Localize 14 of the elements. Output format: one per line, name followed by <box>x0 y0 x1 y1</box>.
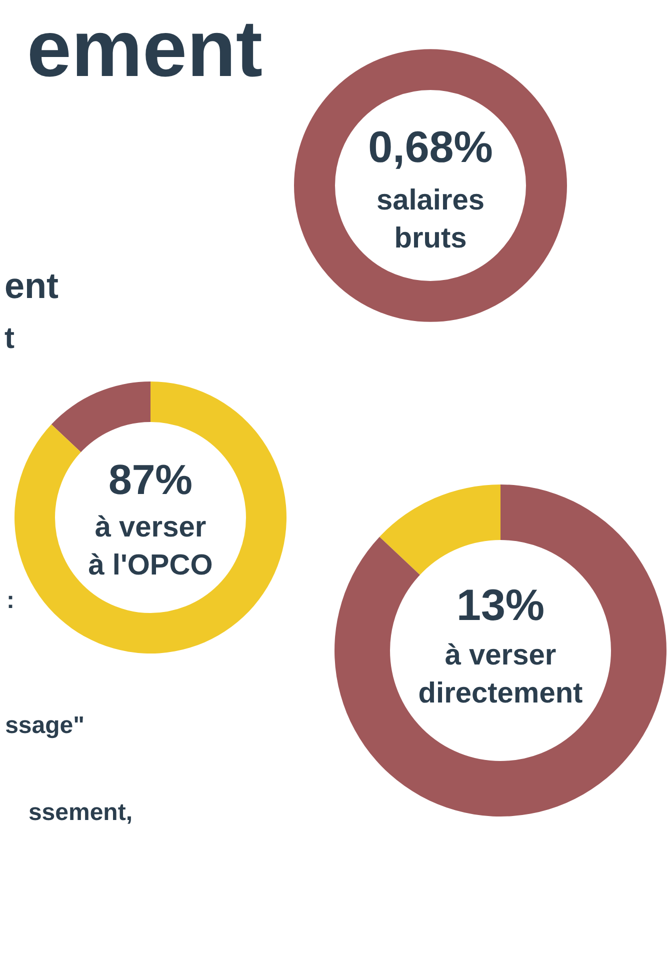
text: salaires bruts <box>376 184 485 254</box>
text: à verser <box>444 640 556 672</box>
text: 0,68% <box>368 123 493 172</box>
text: ssage" <box>5 712 85 739</box>
text: 13% <box>456 581 545 630</box>
text: : <box>6 587 15 614</box>
text: directement <box>418 678 584 710</box>
text: 87% <box>108 456 193 503</box>
text: à verser <box>94 512 206 544</box>
text: ement <box>26 4 262 93</box>
text: à l'OPCO <box>88 550 213 582</box>
text: ssement, <box>28 799 133 826</box>
text: t <box>4 322 15 355</box>
text: ent <box>4 265 59 306</box>
